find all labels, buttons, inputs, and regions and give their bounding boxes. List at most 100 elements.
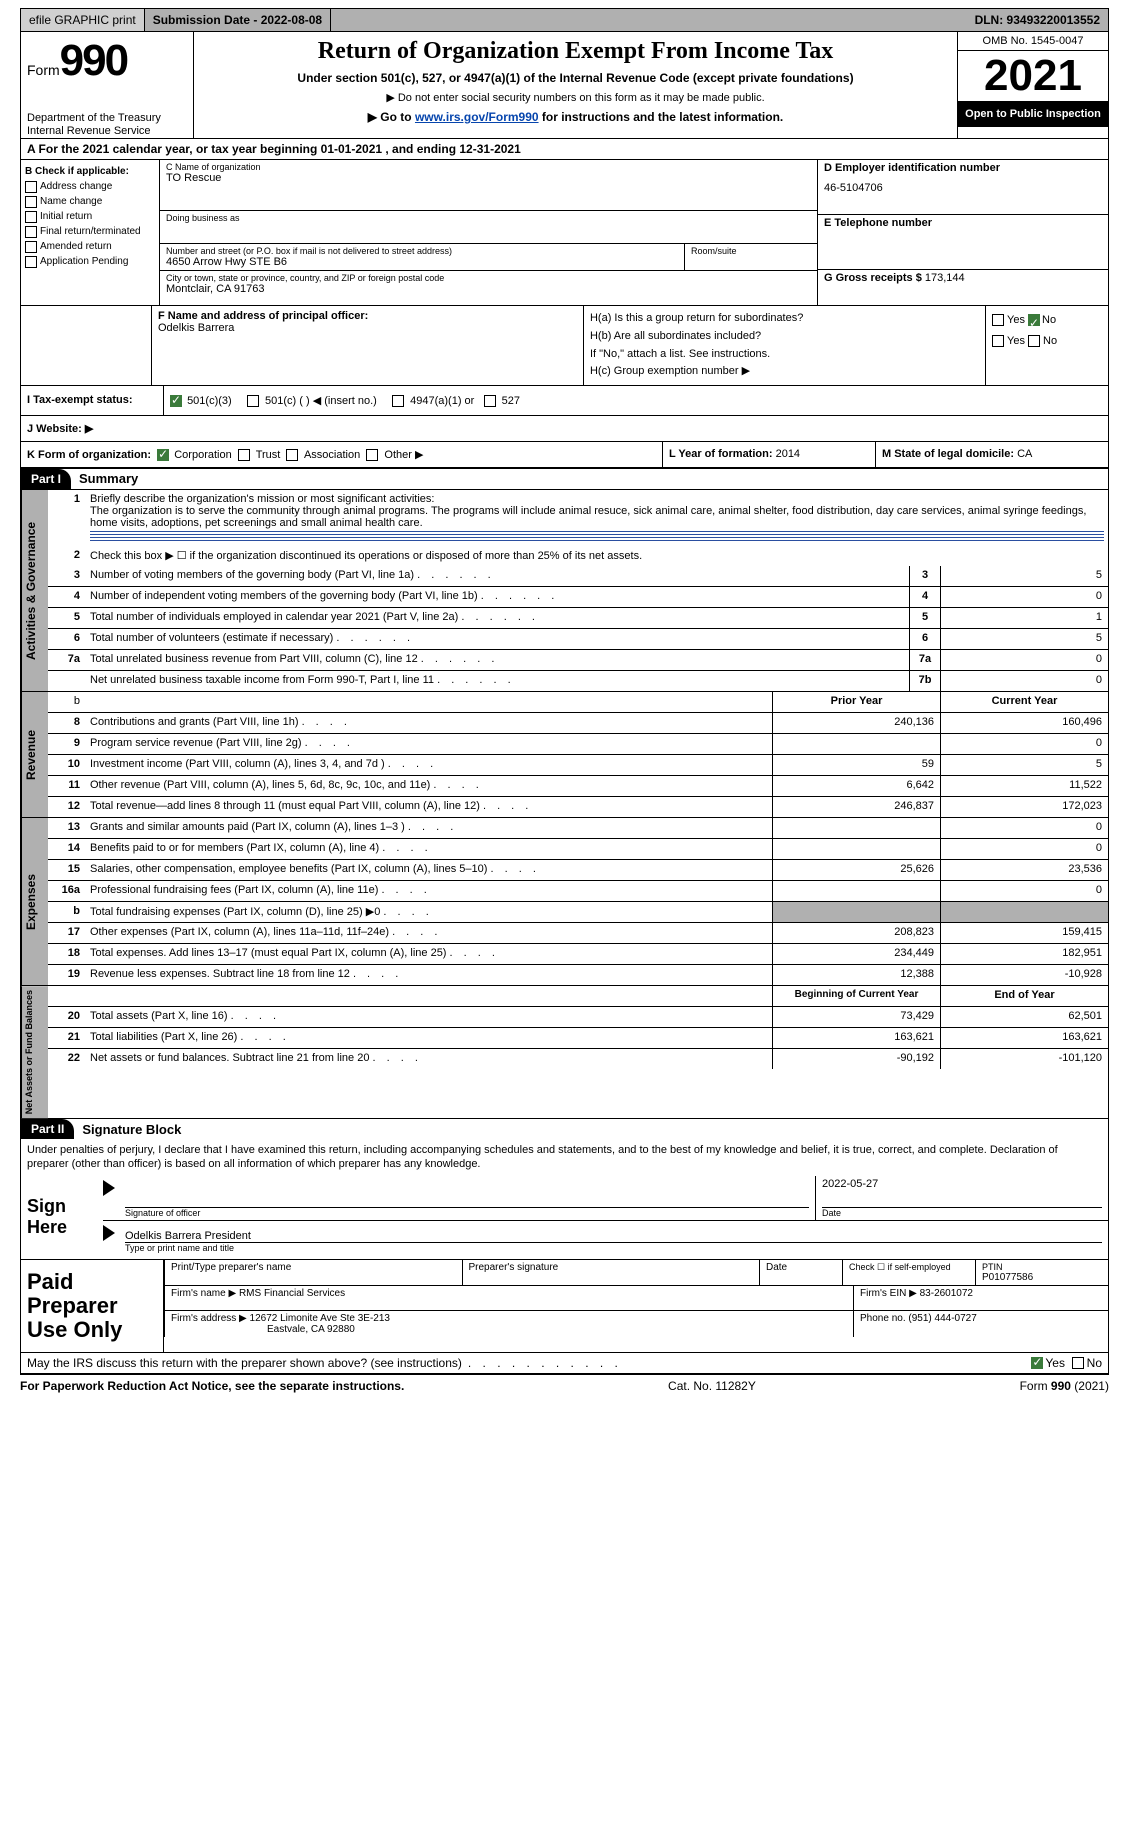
irs-link[interactable]: www.irs.gov/Form990: [415, 110, 539, 124]
omb-number: OMB No. 1545-0047: [958, 32, 1108, 51]
hc-group-exemption: H(c) Group exemption number ▶: [590, 363, 979, 381]
check-4947[interactable]: [392, 395, 404, 407]
check-501c[interactable]: [247, 395, 259, 407]
sign-here-label: Sign Here: [21, 1176, 103, 1259]
part2-header: Part II Signature Block: [20, 1119, 1109, 1139]
yes-label: Yes: [1007, 314, 1025, 326]
dba-label: Doing business as: [166, 213, 811, 223]
entity-block: B Check if applicable: Address change Na…: [20, 160, 1109, 306]
form-word: Form: [27, 62, 60, 78]
city-label: City or town, state or province, country…: [166, 273, 811, 283]
preparer-date-label: Date: [759, 1260, 842, 1285]
row-j-website: J Website: ▶: [20, 416, 1109, 442]
ha-group-return: H(a) Is this a group return for subordin…: [590, 310, 979, 328]
firm-city: Eastvale, CA 92880: [267, 1324, 355, 1335]
firm-address: 12672 Limonite Ave Ste 3E-213: [250, 1313, 390, 1324]
firm-name: RMS Financial Services: [239, 1288, 345, 1299]
summary-row: 14Benefits paid to or for members (Part …: [48, 839, 1108, 860]
firm-name-label: Firm's name ▶: [171, 1288, 236, 1299]
tab-expenses: Expenses: [21, 818, 48, 985]
sign-date-label: Date: [822, 1207, 1102, 1218]
hb-note: If "No," attach a list. See instructions…: [590, 346, 979, 364]
website-label: J Website: ▶: [21, 416, 99, 441]
row-k-l-m: K Form of organization: Corporation Trus…: [20, 442, 1109, 468]
principal-officer-name: Odelkis Barrera: [158, 322, 577, 334]
check-amended[interactable]: Amended return: [25, 239, 155, 254]
summary-row: bTotal fundraising expenses (Part IX, co…: [48, 902, 1108, 923]
header-right: OMB No. 1545-0047 2021 Open to Public In…: [958, 32, 1108, 138]
summary-row: 10Investment income (Part VIII, column (…: [48, 755, 1108, 776]
part1-number: Part I: [21, 469, 71, 489]
discuss-no-checkbox[interactable]: [1072, 1357, 1084, 1369]
street-address: 4650 Arrow Hwy STE B6: [166, 256, 678, 268]
tab-governance: Activities & Governance: [21, 490, 48, 691]
summary-row: 17Other expenses (Part IX, column (A), l…: [48, 923, 1108, 944]
check-final-return[interactable]: Final return/terminated: [25, 224, 155, 239]
summary-row: 22Net assets or fund balances. Subtract …: [48, 1049, 1108, 1069]
gross-receipts-label: G Gross receipts $: [824, 272, 922, 284]
form-label: Form990: [27, 36, 187, 86]
summary-row: 21Total liabilities (Part X, line 26) . …: [48, 1028, 1108, 1049]
org-name: TO Rescue: [166, 172, 811, 184]
check-address-change[interactable]: Address change: [25, 179, 155, 194]
check-initial-return[interactable]: Initial return: [25, 209, 155, 224]
self-employed-check[interactable]: Check ☐ if self-employed: [842, 1260, 975, 1285]
check-application-pending[interactable]: Application Pending: [25, 254, 155, 269]
check-527[interactable]: [484, 395, 496, 407]
ha-yes-checkbox[interactable]: [992, 314, 1004, 326]
tax-year: 2021: [958, 51, 1108, 102]
col-b-checkboxes: B Check if applicable: Address change Na…: [21, 160, 160, 305]
check-501c3[interactable]: [170, 395, 182, 407]
year-formation: 2014: [776, 448, 800, 460]
summary-row: 7aTotal unrelated business revenue from …: [48, 650, 1108, 671]
summary-row: 4Number of independent voting members of…: [48, 587, 1108, 608]
gross-receipts: 173,144: [925, 272, 965, 284]
hb-no-checkbox[interactable]: [1028, 335, 1040, 347]
triangle-icon: [103, 1225, 115, 1241]
mission-text: The organization is to serve the communi…: [90, 505, 1086, 529]
perjury-statement: Under penalties of perjury, I declare th…: [20, 1139, 1109, 1176]
summary-table: Activities & Governance 1 Briefly descri…: [20, 489, 1109, 1119]
check-trust[interactable]: [238, 449, 250, 461]
col-b-header: B Check if applicable:: [25, 164, 155, 179]
summary-row: 6Total number of volunteers (estimate if…: [48, 629, 1108, 650]
line2-checkbox: Check this box ▶ ☐ if the organization d…: [86, 546, 1108, 566]
top-bar: efile GRAPHIC print Submission Date - 20…: [20, 8, 1109, 32]
open-to-public: Open to Public Inspection: [958, 102, 1108, 127]
ein-number: 46-5104706: [824, 182, 1102, 194]
summary-row: 15Salaries, other compensation, employee…: [48, 860, 1108, 881]
tab-net-assets: Net Assets or Fund Balances: [21, 986, 48, 1118]
summary-row: 11Other revenue (Part VIII, column (A), …: [48, 776, 1108, 797]
officer-name: Odelkis Barrera President: [125, 1230, 1102, 1243]
ptin-label: PTIN: [982, 1262, 1102, 1272]
footer-cat: Cat. No. 11282Y: [668, 1379, 756, 1393]
part2-title: Signature Block: [74, 1122, 181, 1137]
discuss-yes-checkbox[interactable]: [1031, 1357, 1043, 1369]
footer-right: Form 990 (2021): [1020, 1379, 1109, 1393]
check-corporation[interactable]: [157, 449, 169, 461]
sign-date: 2022-05-27: [822, 1178, 1102, 1190]
row-f-h: F Name and address of principal officer:…: [20, 306, 1109, 385]
sign-block: Sign Here Signature of officer 2022-05-2…: [20, 1176, 1109, 1260]
form-page: efile GRAPHIC print Submission Date - 20…: [0, 0, 1129, 1403]
state-domicile-label: M State of legal domicile:: [882, 448, 1014, 460]
check-association[interactable]: [286, 449, 298, 461]
summary-row: 13Grants and similar amounts paid (Part …: [48, 818, 1108, 839]
hb-yes-checkbox[interactable]: [992, 335, 1004, 347]
submission-date: Submission Date - 2022-08-08: [145, 9, 331, 31]
ssn-warning: ▶ Do not enter social security numbers o…: [200, 91, 951, 104]
ha-no-checkbox[interactable]: [1028, 314, 1040, 326]
col-d-right: D Employer identification number 46-5104…: [817, 160, 1108, 305]
form-title: Return of Organization Exempt From Incom…: [200, 38, 951, 65]
discuss-question: May the IRS discuss this return with the…: [27, 1356, 462, 1370]
summary-row: 16aProfessional fundraising fees (Part I…: [48, 881, 1108, 902]
check-other[interactable]: [366, 449, 378, 461]
col-c-org-info: C Name of organization TO Rescue Doing b…: [160, 160, 817, 305]
paid-preparer-title: Paid Preparer Use Only: [21, 1260, 163, 1353]
check-name-change[interactable]: Name change: [25, 194, 155, 209]
may-discuss-row: May the IRS discuss this return with the…: [20, 1353, 1109, 1374]
summary-row: 5Total number of individuals employed in…: [48, 608, 1108, 629]
paid-preparer-block: Paid Preparer Use Only Print/Type prepar…: [20, 1260, 1109, 1354]
org-name-label: C Name of organization: [166, 162, 811, 172]
efile-print-button[interactable]: efile GRAPHIC print: [21, 9, 145, 31]
